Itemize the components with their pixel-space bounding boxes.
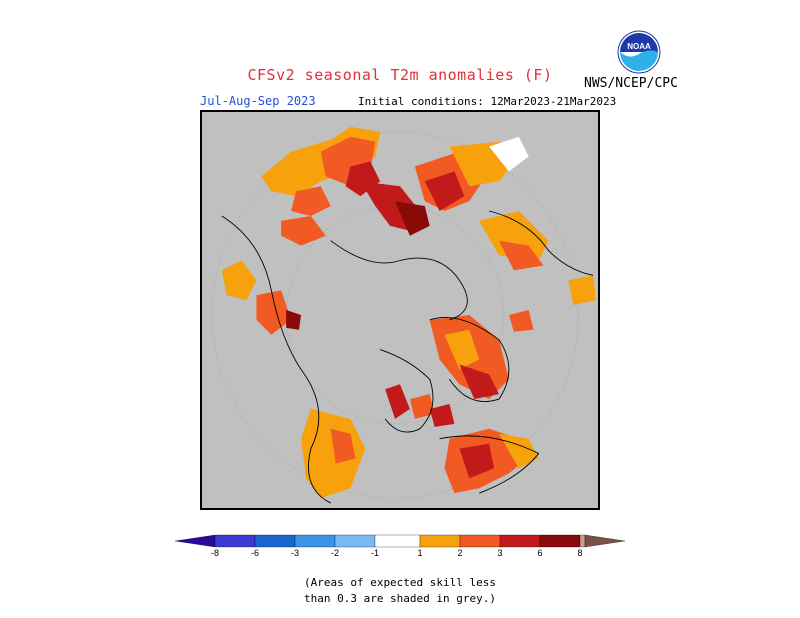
- legend-label: 3: [497, 548, 502, 558]
- forecast-period: Jul-Aug-Sep 2023: [200, 94, 316, 108]
- legend-swatch-m6-m3: [254, 534, 296, 548]
- legend-swatch-p8: [579, 534, 586, 548]
- legend-label: -6: [251, 548, 259, 558]
- logo-text: NOAA: [627, 42, 651, 51]
- anomaly-west-atlantic-south: [301, 409, 366, 499]
- legend-label: -1: [371, 548, 379, 558]
- legend-label: 8: [577, 548, 582, 558]
- legend-swatch-m3-m2: [294, 534, 336, 548]
- anomaly-west-coast: [221, 260, 301, 335]
- noaa-logo: NOAA: [617, 30, 661, 74]
- skill-note-line1: (Areas of expected skill less: [303, 576, 497, 589]
- legend-swatch-p1-p2: [419, 534, 461, 548]
- coastlines: [221, 210, 594, 504]
- legend-swatch-p3-p6: [499, 534, 541, 548]
- initial-conditions: Initial conditions: 12Mar2023-21Mar2023: [358, 95, 617, 108]
- legend-swatch-lt-m8: [174, 534, 216, 548]
- org-label: NWS/NCEP/CPC: [584, 76, 678, 91]
- legend-label: -3: [291, 548, 299, 558]
- legend-swatch-m2-m1: [334, 534, 376, 548]
- legend-label: -8: [211, 548, 219, 558]
- anomaly-north-america-east: [444, 428, 539, 494]
- latitude-circle: [285, 205, 505, 425]
- legend-swatch-m8-m6: [214, 534, 256, 548]
- legend-label: -2: [331, 548, 339, 558]
- legend-swatch-gt-p8: [584, 534, 626, 548]
- legend-label: 6: [537, 548, 542, 558]
- legend-swatch-p2-p3: [459, 534, 501, 548]
- anomaly-europe: [261, 126, 430, 246]
- legend-label: 1: [417, 548, 422, 558]
- anomaly-siberia-west: [414, 136, 529, 211]
- polar-map: [200, 110, 600, 510]
- legend-label: 2: [457, 548, 462, 558]
- skill-note-line2: than 0.3 are shaded in grey.): [303, 592, 497, 605]
- chart-title: CFSv2 seasonal T2m anomalies (F): [247, 66, 553, 84]
- anomaly-north-america-arctic: [429, 310, 534, 400]
- latitude-circle: [211, 131, 579, 499]
- color-legend: -8 -6 -3 -2 -1 1 2 3 6 8: [170, 530, 630, 560]
- legend-swatch-p6-p8: [539, 534, 581, 548]
- legend-swatches: [174, 534, 626, 548]
- anomaly-siberia-east: [479, 211, 597, 306]
- anomaly-north-atlantic: [385, 384, 455, 427]
- legend-swatch-m1-1: [374, 534, 421, 548]
